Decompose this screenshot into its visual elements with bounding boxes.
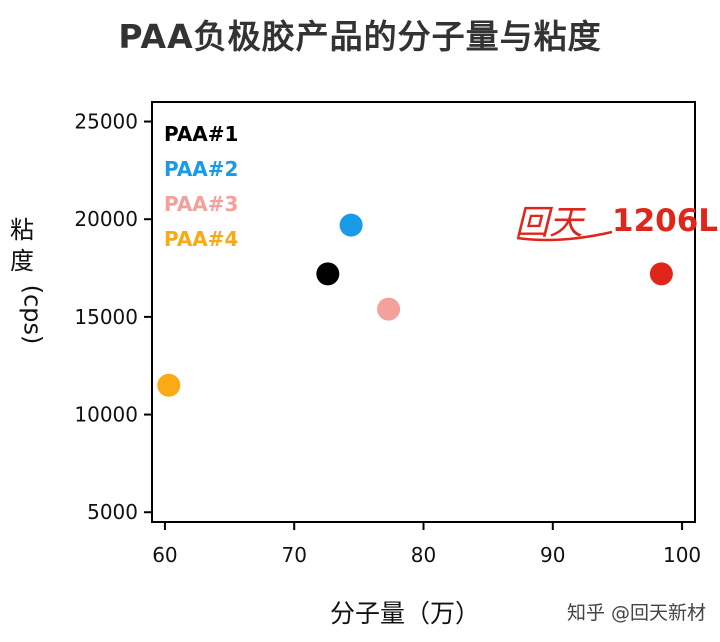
brand-label: 1206L [612, 203, 718, 239]
brand-logo: 回天 [515, 203, 586, 243]
y-tick-label: 5000 [87, 500, 138, 524]
chart-title: PAA负极胶产品的分子量与粘度 [118, 17, 602, 56]
data-point-paa2 [339, 213, 363, 237]
legend-label-paa1: PAA#1 [164, 122, 238, 146]
y-axis-title-char-2: 度 [10, 247, 34, 275]
brand-logo-stroke [516, 230, 613, 242]
y-tick-label: 10000 [74, 403, 138, 427]
x-axis-title: 分子量（万） [329, 599, 480, 628]
data-point-paa3 [377, 297, 401, 321]
y-tick-label: 20000 [74, 207, 138, 231]
x-tick-label: 100 [663, 543, 701, 567]
brand-annotation: 回天 1206L [515, 203, 718, 243]
y-axis-title-char-1: 粘 [10, 216, 34, 244]
axis-ticks: 5000 10000 15000 20000 25000 60 70 80 90 100 [74, 110, 701, 567]
legend-label-paa3: PAA#3 [164, 192, 238, 216]
watermark: 知乎 @回天新材 [566, 602, 706, 624]
data-point-paa4 [157, 373, 181, 397]
x-tick-label: 90 [540, 543, 565, 567]
y-tick-label: 15000 [74, 305, 138, 329]
data-point-paa1 [316, 262, 340, 286]
x-tick-label: 60 [152, 543, 177, 567]
y-axis-title: 粘 度 (cps) [2, 215, 46, 344]
legend: PAA#1 PAA#2 PAA#3 PAA#4 [164, 122, 238, 251]
legend-label-paa4: PAA#4 [164, 227, 238, 251]
legend-label-paa2: PAA#2 [164, 157, 238, 181]
x-tick-label: 80 [411, 543, 436, 567]
data-points [157, 213, 673, 397]
data-point-1206l [649, 262, 673, 286]
x-tick-label: 70 [281, 543, 306, 567]
y-tick-label: 25000 [74, 110, 138, 134]
